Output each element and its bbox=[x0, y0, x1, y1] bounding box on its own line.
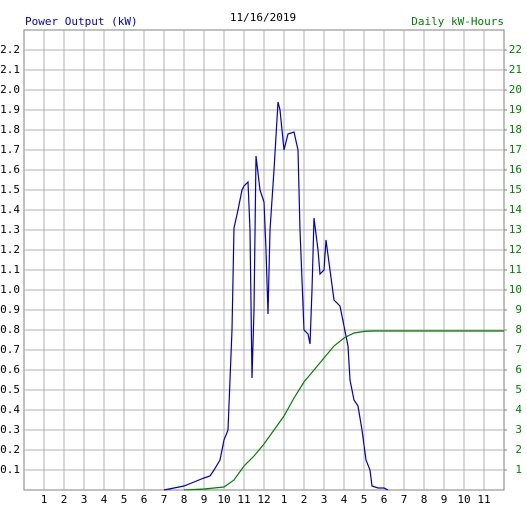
y2-tick-label: 5 bbox=[515, 383, 522, 396]
x-tick-label: 5 bbox=[361, 493, 368, 506]
series-line bbox=[183, 330, 504, 491]
x-tick-label: 2 bbox=[61, 493, 68, 506]
y2-tick-label: 17 bbox=[509, 143, 522, 156]
y2-tick-label: 11 bbox=[509, 263, 522, 276]
y2-axis-label: Daily kW-Hours bbox=[411, 15, 504, 28]
y-tick-label: 2.1 bbox=[0, 63, 20, 76]
y-tick-label: 1.0 bbox=[0, 283, 20, 296]
chart-title: 11/16/2019 bbox=[230, 11, 296, 24]
series-line bbox=[163, 101, 389, 491]
y2-tick-label: 15 bbox=[509, 183, 522, 196]
y-tick-label: 0.5 bbox=[0, 383, 20, 396]
x-tick-label: 6 bbox=[141, 493, 148, 506]
y2-tick-label: 13 bbox=[509, 223, 522, 236]
y2-tick-label: 4 bbox=[515, 403, 522, 416]
y-axis-label: Power Output (kW) bbox=[25, 15, 138, 28]
x-tick-label: 4 bbox=[101, 493, 108, 506]
x-tick-label: 11 bbox=[237, 493, 250, 506]
x-tick-label: 3 bbox=[81, 493, 88, 506]
x-tick-label: 7 bbox=[401, 493, 408, 506]
y-tick-label: 1.3 bbox=[0, 223, 20, 236]
y-tick-label: 1.1 bbox=[0, 263, 20, 276]
x-tick-label: 5 bbox=[121, 493, 128, 506]
x-tick-label: 2 bbox=[301, 493, 308, 506]
y2-tick-label: 9 bbox=[515, 303, 522, 316]
x-tick-label: 11 bbox=[477, 493, 490, 506]
y-tick-label: 0.9 bbox=[0, 303, 20, 316]
x-tick-label: 1 bbox=[281, 493, 288, 506]
y2-tick-label: 1 bbox=[515, 463, 522, 476]
x-tick-label: 12 bbox=[257, 493, 270, 506]
y2-tick-label: 16 bbox=[509, 163, 522, 176]
y-tick-label: 0.4 bbox=[0, 403, 20, 416]
y2-tick-label: 3 bbox=[515, 423, 522, 436]
y-tick-label: 1.4 bbox=[0, 203, 20, 216]
y-tick-label: 0.7 bbox=[0, 343, 20, 356]
y2-tick-label: 6 bbox=[515, 363, 522, 376]
y2-tick-label: 18 bbox=[509, 123, 522, 136]
x-tick-label: 8 bbox=[181, 493, 188, 506]
x-tick-label: 3 bbox=[321, 493, 328, 506]
y2-tick-label: 8 bbox=[515, 323, 522, 336]
y2-tick-label: 21 bbox=[509, 63, 522, 76]
y2-tick-label: 22 bbox=[509, 43, 522, 56]
y-tick-label: 1.6 bbox=[0, 163, 20, 176]
y-tick-label: 1.9 bbox=[0, 103, 20, 116]
y-tick-label: 0.6 bbox=[0, 363, 20, 376]
x-tick-label: 10 bbox=[457, 493, 470, 506]
y2-tick-label: 10 bbox=[509, 283, 522, 296]
y2-tick-label: 14 bbox=[509, 203, 523, 216]
y-tick-label: 0.8 bbox=[0, 323, 20, 336]
y2-tick-label: 2 bbox=[515, 443, 522, 456]
y-tick-label: 0.2 bbox=[0, 443, 20, 456]
y2-tick-label: 20 bbox=[509, 83, 522, 96]
y-tick-label: 2.2 bbox=[0, 43, 20, 56]
x-tick-label: 9 bbox=[441, 493, 448, 506]
x-tick-label: 1 bbox=[41, 493, 48, 506]
x-tick-label: 10 bbox=[217, 493, 230, 506]
y-tick-label: 0.3 bbox=[0, 423, 20, 436]
x-tick-label: 7 bbox=[161, 493, 168, 506]
x-tick-label: 6 bbox=[381, 493, 388, 506]
y-tick-label: 1.2 bbox=[0, 243, 20, 256]
y2-tick-label: 7 bbox=[515, 343, 522, 356]
x-tick-label: 9 bbox=[201, 493, 208, 506]
y-tick-label: 1.7 bbox=[0, 143, 20, 156]
x-tick-label: 8 bbox=[421, 493, 428, 506]
y-tick-label: 2.0 bbox=[0, 83, 20, 96]
y-tick-label: 0.1 bbox=[0, 463, 20, 476]
y2-tick-label: 12 bbox=[509, 243, 522, 256]
y-tick-label: 1.8 bbox=[0, 123, 20, 136]
x-tick-label: 4 bbox=[341, 493, 348, 506]
y-tick-label: 1.5 bbox=[0, 183, 20, 196]
y2-tick-label: 19 bbox=[509, 103, 522, 116]
